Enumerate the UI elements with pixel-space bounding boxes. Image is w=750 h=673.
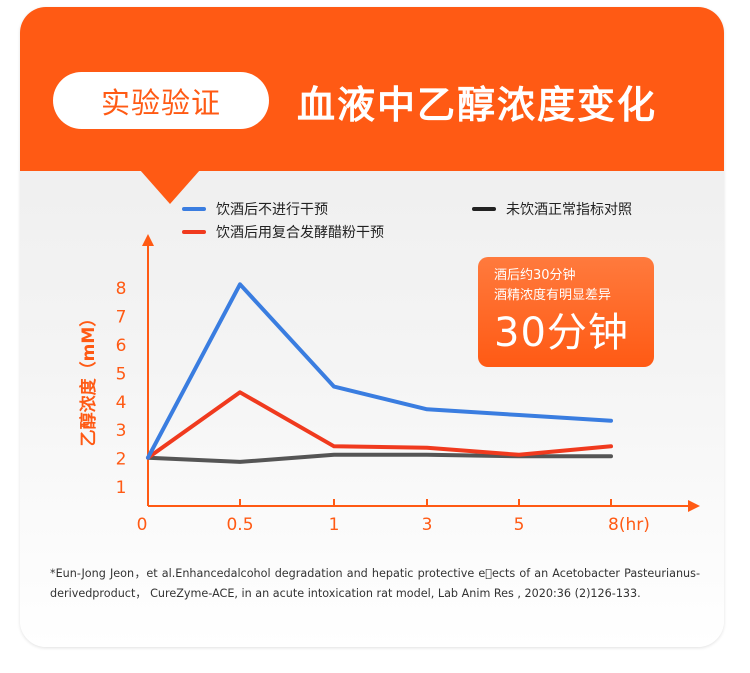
x-tick-label: 0 (137, 515, 148, 535)
legend-label: 未饮酒正常指标对照 (506, 202, 632, 218)
legend-label: 饮酒后用复合发酵醋粉干预 (216, 224, 384, 241)
x-tick-label: 1 (329, 515, 340, 535)
x-axis-arrow (688, 500, 700, 512)
y-axis-label: 乙醇浓度（mM） (78, 310, 99, 447)
y-tick-label: 3 (116, 421, 127, 441)
footnote-citation: *Eun-Jong Jeon，et al.Enhancedalcohol deg… (50, 567, 700, 600)
header-notch (140, 170, 200, 204)
badge-label: 实验验证 (100, 85, 221, 120)
x-tick-label: 5 (514, 515, 525, 535)
callout-line-2: 酒精浓度有明显差异 (494, 288, 612, 303)
series-line (146, 452, 613, 464)
x-tick-label: 8(hr) (608, 515, 650, 535)
y-tick-label: 1 (116, 478, 127, 498)
series-line (146, 390, 613, 460)
badge-pill: 实验验证 (53, 72, 269, 129)
callout-highlight: 30分钟 (494, 310, 629, 356)
page-title: 血液中乙醇浓度变化 (297, 82, 658, 127)
y-tick-label: 6 (116, 336, 127, 356)
y-tick-label: 8 (116, 279, 127, 299)
y-tick-label: 2 (116, 450, 127, 470)
series-line (146, 282, 613, 460)
x-tick-label: 0.5 (226, 515, 253, 535)
y-tick-label: 4 (116, 393, 127, 413)
y-axis-arrow (142, 234, 154, 246)
callout-line-1: 酒后约30分钟 (494, 268, 576, 283)
legend-label: 饮酒后不进行干预 (216, 202, 328, 218)
y-tick-label: 5 (116, 364, 127, 384)
y-tick-label: 7 (116, 308, 127, 328)
x-tick-label: 3 (422, 515, 433, 535)
callout-box: 酒后约30分钟 酒精浓度有明显差异 30分钟 (478, 257, 654, 367)
